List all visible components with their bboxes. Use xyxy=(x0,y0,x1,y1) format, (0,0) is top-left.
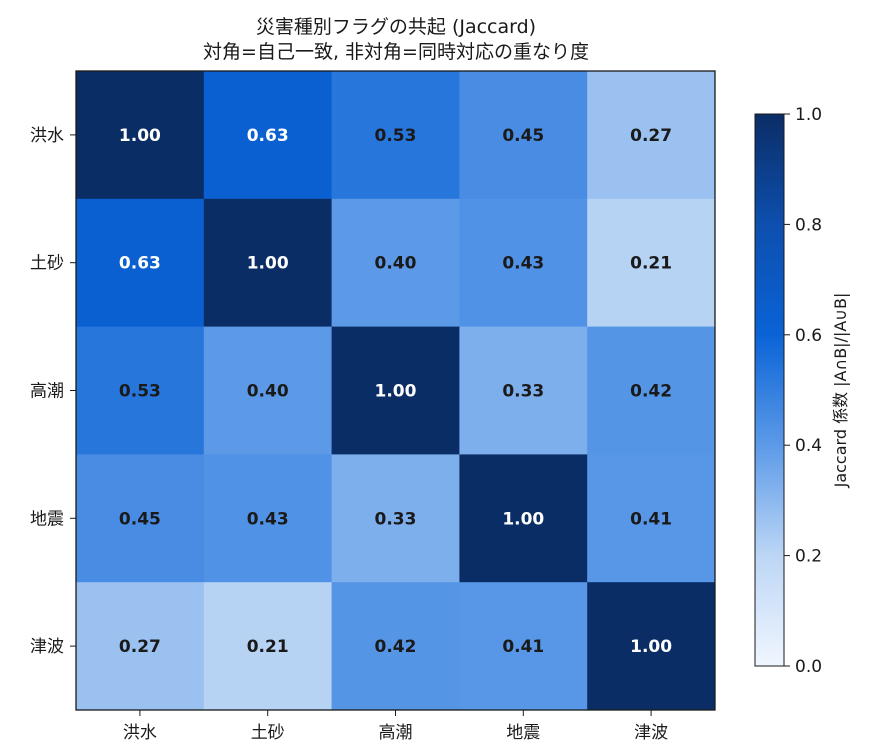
cell-value-label: 0.42 xyxy=(375,637,417,657)
colorbar-ticks: 0.0 0.2 0.4 0.6 0.8 1.0 xyxy=(784,105,822,677)
heatmap-cell xyxy=(331,582,460,711)
colorbar-tick-label: 0.6 xyxy=(795,326,822,346)
cell-value-label: 0.41 xyxy=(630,509,672,529)
heatmap-cell xyxy=(459,582,588,711)
cell-value-label: 0.43 xyxy=(502,254,544,274)
heatmap-cell xyxy=(203,454,333,583)
cell-value-label: 0.53 xyxy=(375,126,417,146)
cell-value-label: 1.00 xyxy=(247,254,289,274)
cell-value-label: 0.53 xyxy=(119,382,161,402)
heatmap-cell xyxy=(331,454,460,583)
colorbar-tick-label: 0.0 xyxy=(795,657,822,677)
heatmap-cell xyxy=(203,198,333,328)
heatmap-cell xyxy=(76,71,205,200)
cell-value-label: 1.00 xyxy=(502,509,544,529)
chart-title: 災害種別フラグの共起 (Jaccard) xyxy=(256,16,536,38)
x-axis: 洪水 土砂 高潮 地震 津波 xyxy=(123,710,668,743)
colorbar-tick-label: 0.4 xyxy=(795,436,822,456)
heatmap-cell-labels: 1.00 0.63 0.53 0.45 0.27 0.63 1.00 0.40 0.43 0.21… xyxy=(119,126,672,657)
heatmap-cell xyxy=(459,454,588,583)
cell-value-label: 0.63 xyxy=(119,254,161,274)
cell-value-label: 0.33 xyxy=(375,509,417,529)
heatmap-cell xyxy=(459,198,588,328)
heatmap-cell xyxy=(587,454,716,583)
heatmap-cell xyxy=(76,198,205,328)
heatmap-cell xyxy=(203,326,333,455)
x-tick-label: 高潮 xyxy=(379,723,413,743)
cell-value-label: 0.21 xyxy=(630,254,672,274)
cell-value-label: 0.41 xyxy=(502,637,544,657)
cell-value-label: 0.27 xyxy=(630,126,672,146)
y-tick-label: 土砂 xyxy=(30,254,64,274)
colorbar-label: Jaccard 係数 |A∩B|/|A∪B| xyxy=(831,293,850,489)
x-tick-label: 洪水 xyxy=(123,723,157,743)
cell-value-label: 0.45 xyxy=(119,509,161,529)
cell-value-label: 0.45 xyxy=(502,126,544,146)
heatmap-cell xyxy=(331,198,460,328)
heatmap-cell xyxy=(76,454,205,583)
x-tick-label: 土砂 xyxy=(251,723,285,743)
heatmap-cell xyxy=(587,326,716,455)
y-tick-label: 高潮 xyxy=(30,382,64,402)
colorbar-tick-label: 1.0 xyxy=(795,105,822,125)
heatmap-cell xyxy=(587,71,716,200)
cell-value-label: 1.00 xyxy=(630,637,672,657)
cell-value-label: 0.21 xyxy=(247,637,289,657)
heatmap-cell xyxy=(459,326,588,455)
cell-value-label: 0.43 xyxy=(247,509,289,529)
heatmap-cell xyxy=(76,582,205,711)
heatmap-cell xyxy=(331,71,460,200)
cell-value-label: 1.00 xyxy=(119,126,161,146)
cell-value-label: 0.63 xyxy=(247,126,289,146)
cell-value-label: 0.40 xyxy=(247,382,289,402)
y-tick-label: 地震 xyxy=(30,509,64,529)
heatmap-cell xyxy=(459,71,588,200)
heatmap-cell xyxy=(587,582,716,711)
heatmap-cell xyxy=(76,326,205,455)
colorbar xyxy=(754,113,785,667)
heatmap-cell xyxy=(331,326,460,455)
heatmap-cell xyxy=(203,582,333,711)
y-tick-label: 津波 xyxy=(30,637,64,657)
colorbar-tick-label: 0.8 xyxy=(795,215,822,235)
heatmap-cell xyxy=(203,71,333,200)
colorbar-tick-label: 0.2 xyxy=(795,547,822,567)
cell-value-label: 0.33 xyxy=(502,382,544,402)
x-tick-label: 津波 xyxy=(634,723,668,743)
heatmap-cell xyxy=(587,198,716,328)
cell-value-label: 1.00 xyxy=(375,382,417,402)
cell-value-label: 0.40 xyxy=(375,254,417,274)
x-tick-label: 地震 xyxy=(506,723,540,743)
cell-value-label: 0.42 xyxy=(630,382,672,402)
cell-value-label: 0.27 xyxy=(119,637,161,657)
y-tick-label: 洪水 xyxy=(30,126,64,146)
chart-subtitle: 対角=自己一致, 非対角=同時対応の重なり度 xyxy=(203,41,589,63)
heatmap-cells xyxy=(76,71,716,711)
